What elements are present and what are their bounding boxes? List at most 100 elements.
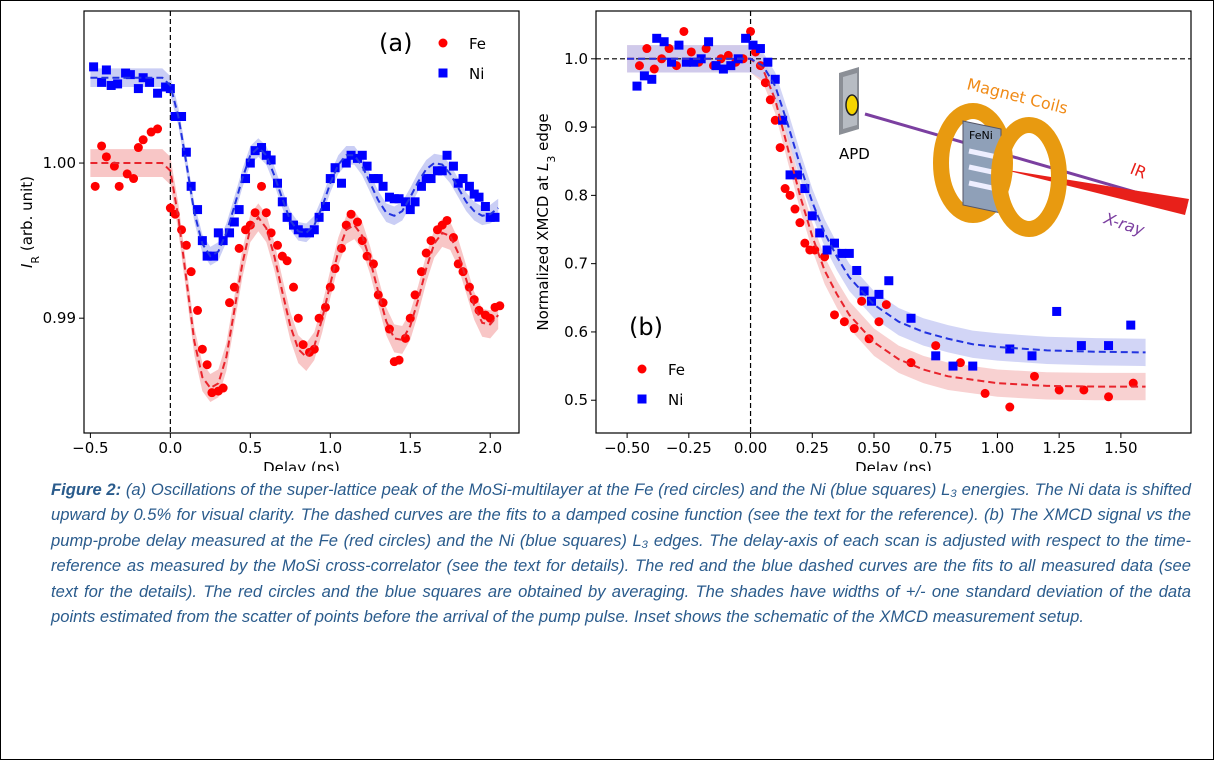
sample-label: FeNi xyxy=(969,129,993,142)
data-point xyxy=(133,84,143,94)
plot-frame xyxy=(595,10,1192,434)
x-tick-label: 0.75 xyxy=(919,439,952,457)
y-axis-title-part: (arb. unit) xyxy=(18,176,36,256)
plot-frame xyxy=(83,10,520,434)
data-point xyxy=(792,170,802,180)
data-point xyxy=(161,82,171,92)
data-point xyxy=(701,44,711,54)
data-point xyxy=(293,313,303,323)
y-tick-label: 0.8 xyxy=(564,186,588,204)
data-point xyxy=(839,317,849,327)
data-point xyxy=(1079,385,1089,395)
x-tick-label: 0.00 xyxy=(734,439,767,457)
data-point xyxy=(320,201,330,211)
x-axis-title: Delay (ps) xyxy=(855,459,932,471)
data-point xyxy=(948,361,958,371)
legend-label: Ni xyxy=(668,391,683,409)
data-point xyxy=(416,267,426,277)
data-point xyxy=(642,44,652,54)
x-tick-label: −0.25 xyxy=(666,439,712,457)
x-tick-label: 0.25 xyxy=(796,439,829,457)
data-point xyxy=(125,70,135,80)
legend-marker xyxy=(438,38,448,48)
data-point xyxy=(426,236,436,246)
x-tick-label: 0.0 xyxy=(158,439,182,457)
data-point xyxy=(197,236,207,246)
data-point xyxy=(165,84,175,94)
data-point xyxy=(679,26,689,36)
data-point xyxy=(193,305,203,315)
data-point xyxy=(177,112,187,121)
data-point xyxy=(373,174,383,184)
data-point xyxy=(815,228,825,238)
data-point xyxy=(357,236,367,246)
data-point xyxy=(829,310,839,320)
y-axis-title: Normalized XMCD at L3 edge xyxy=(534,113,558,330)
data-point xyxy=(229,282,239,292)
data-point xyxy=(474,192,484,202)
fit-line xyxy=(627,57,1146,388)
data-point xyxy=(400,333,410,343)
data-point xyxy=(453,178,463,188)
data-point xyxy=(394,355,404,365)
data-point xyxy=(384,192,394,202)
data-point xyxy=(849,324,859,334)
data-point xyxy=(138,135,148,145)
data-point xyxy=(659,37,669,47)
data-point xyxy=(864,334,874,344)
data-point xyxy=(336,178,346,188)
data-point xyxy=(97,141,107,151)
data-point xyxy=(282,256,292,266)
data-point xyxy=(122,169,132,179)
xray-label: X-ray xyxy=(1101,208,1147,239)
data-point xyxy=(101,65,111,75)
y-axis-title-part: I xyxy=(18,263,36,268)
data-point xyxy=(121,68,131,78)
data-point xyxy=(778,115,788,125)
caption: Figure 2: (a) Oscillations of the super-… xyxy=(51,477,1191,629)
data-point xyxy=(165,203,175,213)
data-point xyxy=(1052,306,1062,316)
data-point xyxy=(181,240,191,250)
data-point xyxy=(652,33,662,43)
data-point xyxy=(153,124,163,134)
ir-beam xyxy=(1001,169,1189,215)
x-tick-label: 0.5 xyxy=(238,439,262,457)
data-point xyxy=(689,57,699,67)
data-point xyxy=(373,290,383,300)
data-point xyxy=(1128,378,1138,388)
data-point xyxy=(458,174,468,184)
data-point xyxy=(257,181,267,191)
x-tick-label: 2.0 xyxy=(478,439,502,457)
data-point xyxy=(101,152,111,162)
data-point xyxy=(785,170,795,180)
data-point xyxy=(320,302,330,312)
fit-band xyxy=(627,45,1146,367)
data-point xyxy=(469,189,479,199)
data-point xyxy=(442,150,452,160)
x-tick-label: 1.25 xyxy=(1042,439,1075,457)
fit-line xyxy=(90,76,499,258)
data-point xyxy=(410,290,420,300)
data-point xyxy=(304,228,314,238)
caption-text: (a) Oscillations of the super-lattice pe… xyxy=(51,480,1191,627)
data-point xyxy=(245,220,255,230)
data-point xyxy=(723,50,733,60)
data-point xyxy=(980,388,990,398)
fit-band xyxy=(90,68,499,266)
data-point xyxy=(649,64,659,74)
data-point xyxy=(1005,402,1015,412)
data-point xyxy=(686,47,696,57)
data-point xyxy=(378,181,388,191)
panel: −0.50 −0.25 0.00 0.25 0.50 0.75 1.00 1.25 1.50 0.… xyxy=(534,10,1192,471)
data-point xyxy=(352,217,362,227)
data-point xyxy=(931,341,941,351)
data-point xyxy=(931,351,941,361)
data-point xyxy=(1104,392,1114,402)
data-point xyxy=(711,61,721,71)
legend-label: Fe xyxy=(668,361,685,379)
data-point xyxy=(1054,385,1064,395)
data-point xyxy=(770,74,780,84)
data-point xyxy=(330,163,340,173)
